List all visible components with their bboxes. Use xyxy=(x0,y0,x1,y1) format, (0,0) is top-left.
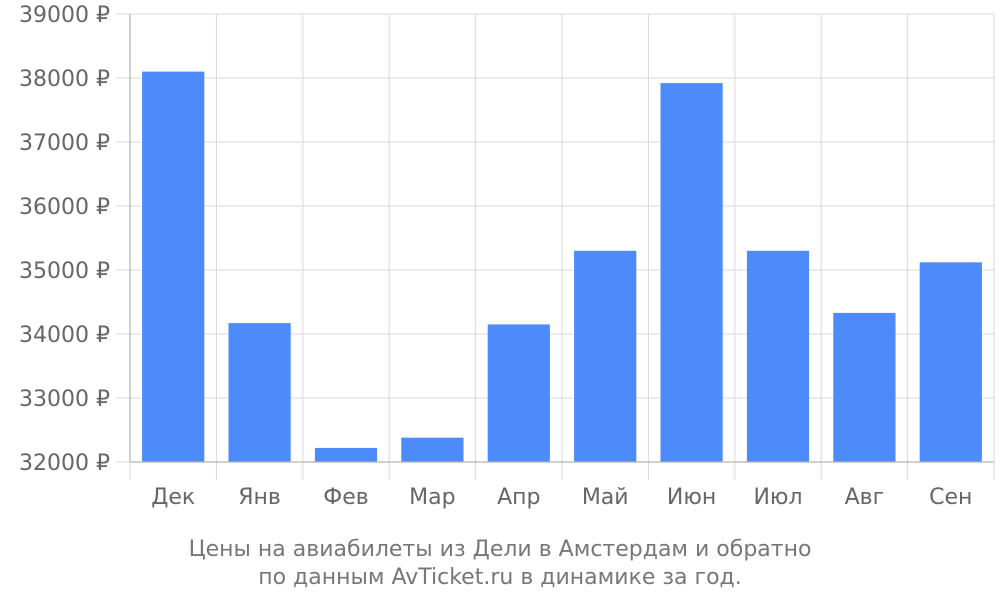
chart-caption-line-2: по данным AvTicket.ru в динамике за год. xyxy=(258,565,742,590)
x-tick-label: Июл xyxy=(753,485,802,510)
x-tick-label: Авг xyxy=(845,485,885,510)
y-tick-label: 35000 ₽ xyxy=(19,259,110,284)
x-tick-labels: Дек Янв Фев Мар Апр Май Июн Июл Авг Сен xyxy=(151,485,972,510)
y-tick-label: 34000 ₽ xyxy=(19,323,110,348)
y-tick-label: 32000 ₽ xyxy=(19,451,110,476)
x-tick-label: Июн xyxy=(667,485,716,510)
x-tick-label: Фев xyxy=(323,485,368,510)
x-tick-label: Апр xyxy=(497,485,540,510)
x-tick-label: Дек xyxy=(151,485,195,510)
bar-Сен xyxy=(919,262,982,462)
bars xyxy=(142,71,982,463)
axes xyxy=(129,14,994,463)
bar-Апр xyxy=(487,324,550,462)
bar-Фев xyxy=(314,447,378,462)
bar-Июн xyxy=(660,83,723,463)
y-tick-label: 38000 ₽ xyxy=(19,67,110,92)
x-tick-label: Янв xyxy=(238,485,281,510)
bar-Мар xyxy=(401,437,464,462)
bar-Авг xyxy=(833,312,896,462)
y-tick-label: 33000 ₽ xyxy=(19,387,110,412)
bar-Янв xyxy=(228,323,291,462)
y-tick-label: 39000 ₽ xyxy=(19,3,110,28)
chart-caption-line-1: Цены на авиабилеты из Дели в Амстердам и… xyxy=(189,537,812,562)
bar-Май xyxy=(574,250,637,462)
x-tick-label: Май xyxy=(582,485,629,510)
bar-Июл xyxy=(746,250,810,462)
y-tick-label: 36000 ₽ xyxy=(19,195,110,220)
x-tick-label: Сен xyxy=(929,485,972,510)
x-tick-label: Мар xyxy=(409,485,455,510)
gridlines xyxy=(115,13,995,480)
y-tick-label: 37000 ₽ xyxy=(19,131,110,156)
y-tick-labels: 32000 ₽ 33000 ₽ 34000 ₽ 35000 ₽ 36000 ₽ 37000… xyxy=(19,3,110,476)
bar-Дек xyxy=(142,71,205,462)
